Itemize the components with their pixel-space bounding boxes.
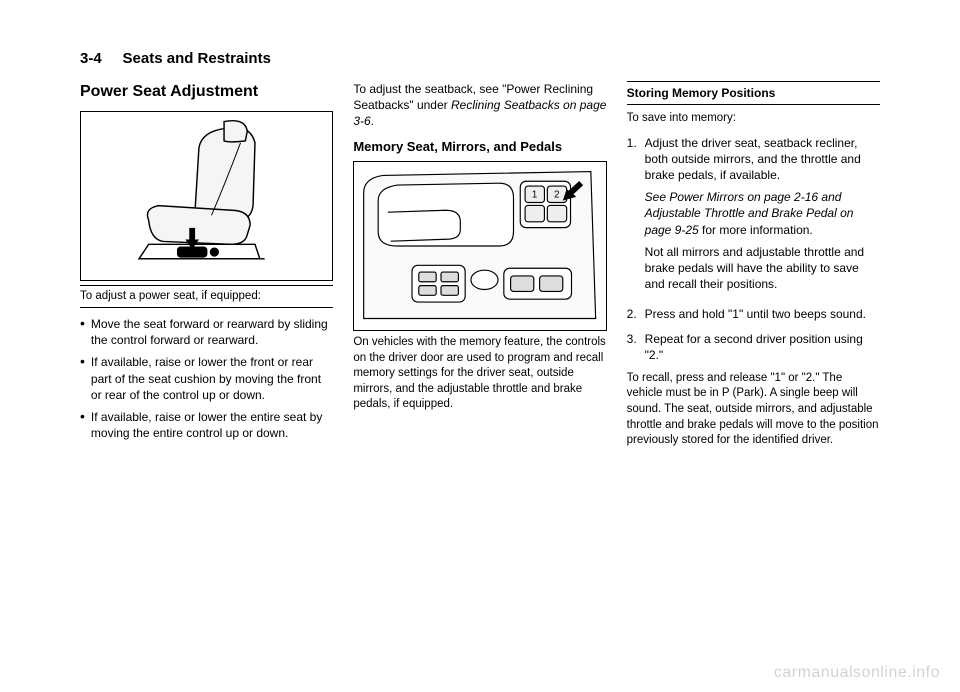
subtitle-memory: Memory Seat, Mirrors, and Pedals <box>353 138 606 156</box>
bullet-icon: • <box>80 316 85 348</box>
content-columns: Power Seat Adjustment <box>80 81 880 457</box>
seatback-reference: To adjust the seatback, see "Power Recli… <box>353 81 606 130</box>
ref-end: for more information. <box>699 223 813 237</box>
step-item: 1. Adjust the driver seat, seatback recl… <box>627 135 880 299</box>
page-number: 3-4 <box>80 50 102 67</box>
step-number: 3. <box>627 331 639 363</box>
seat-illustration <box>81 112 332 280</box>
step-note: Not all mirrors and adjustable throttle … <box>645 244 880 293</box>
storing-title: Storing Memory Positions <box>627 81 880 105</box>
chapter-title: Seats and Restraints <box>123 50 271 67</box>
section-title-power-seat: Power Seat Adjustment <box>80 81 333 103</box>
ref-end: . <box>371 114 374 128</box>
door-panel-illustration: 1 2 <box>354 162 605 330</box>
lead-text: To save into memory: <box>627 111 880 127</box>
step-reference: See Power Mirrors on page 2-16 and Adjus… <box>645 189 880 238</box>
bullet-icon: • <box>80 409 85 441</box>
column-3: Storing Memory Positions To save into me… <box>627 81 880 457</box>
steps-list: 1. Adjust the driver seat, seatback recl… <box>627 135 880 363</box>
svg-text:1: 1 <box>532 190 537 201</box>
list-text: Move the seat forward or rearward by sli… <box>91 316 333 348</box>
recall-text: To recall, press and release "1" or "2."… <box>627 371 880 449</box>
step-item: 2. Press and hold "1" until two beeps so… <box>627 306 880 322</box>
figure-caption-1: To adjust a power seat, if equipped: <box>80 285 333 309</box>
page-header: 3-4 Seats and Restraints <box>80 50 880 67</box>
list-text: If available, raise or lower the entire … <box>91 409 333 441</box>
adjustment-list: • Move the seat forward or rearward by s… <box>80 316 333 441</box>
figure-power-seat <box>80 111 333 281</box>
list-text: If available, raise or lower the front o… <box>91 354 333 403</box>
list-item: • If available, raise or lower the entir… <box>80 409 333 441</box>
step-number: 2. <box>627 306 639 322</box>
column-2: To adjust the seatback, see "Power Recli… <box>353 81 606 457</box>
step-text: Press and hold "1" until two beeps sound… <box>645 306 866 322</box>
memory-body-text: On vehicles with the memory feature, the… <box>353 335 606 413</box>
list-item: • If available, raise or lower the front… <box>80 354 333 403</box>
column-1: Power Seat Adjustment <box>80 81 333 457</box>
step-item: 3. Repeat for a second driver position u… <box>627 331 880 363</box>
list-item: • Move the seat forward or rearward by s… <box>80 316 333 348</box>
step-text: Repeat for a second driver position usin… <box>645 331 880 363</box>
manual-page: 3-4 Seats and Restraints Power Seat Adju… <box>40 20 920 640</box>
step-text: Adjust the driver seat, seatback recline… <box>645 135 880 184</box>
watermark: carmanualsonline.info <box>774 664 940 682</box>
figure-memory-controls: 1 2 <box>353 161 606 331</box>
step-number: 1. <box>627 135 639 299</box>
bullet-icon: • <box>80 354 85 403</box>
svg-text:2: 2 <box>554 190 559 201</box>
